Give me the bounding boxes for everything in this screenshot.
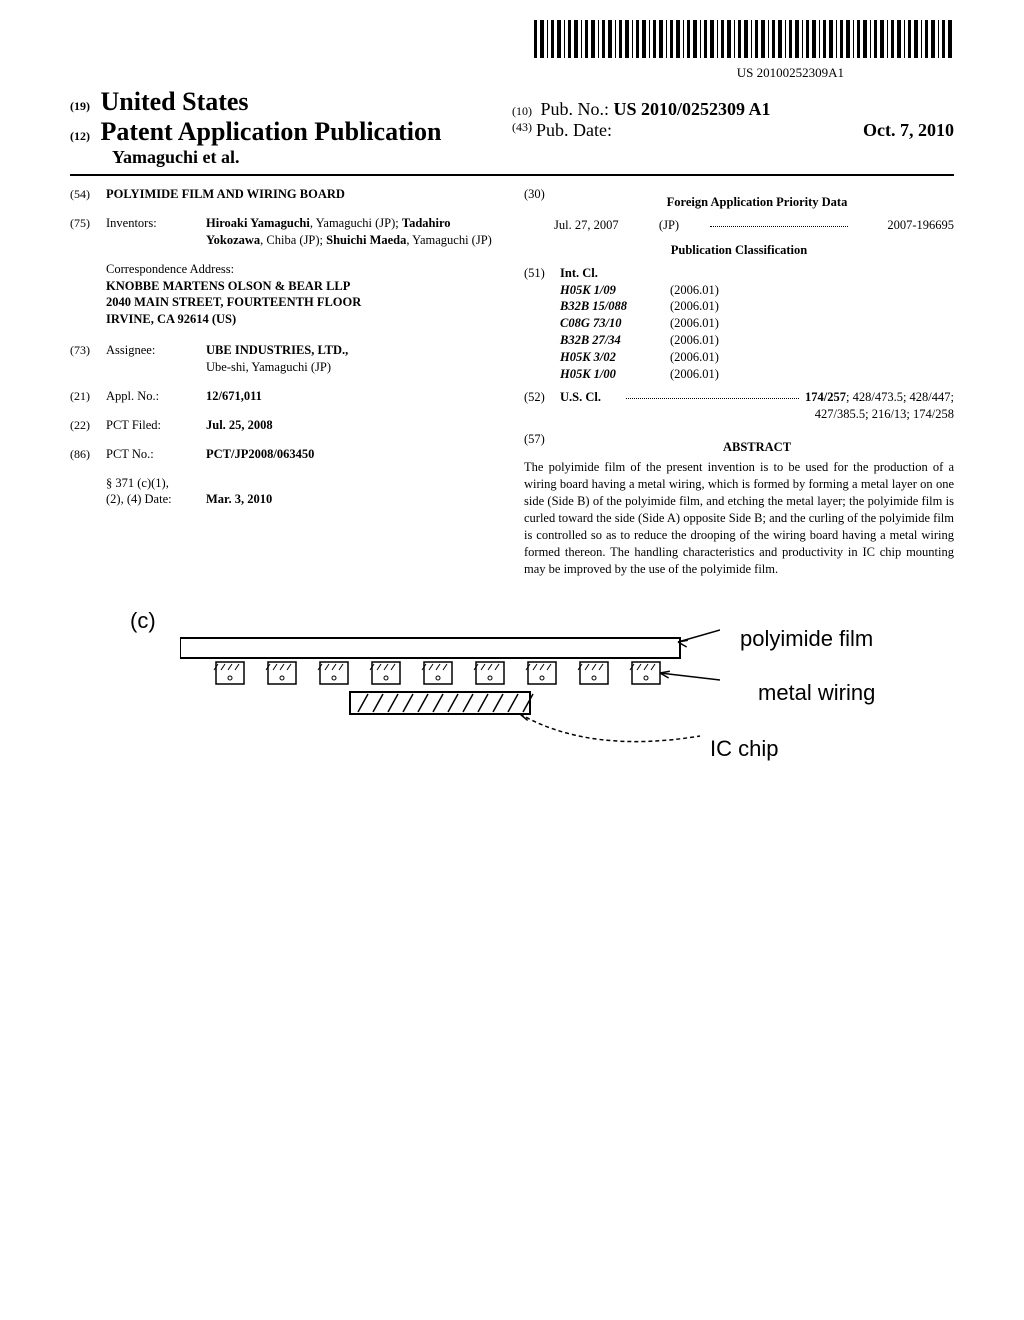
- assignee-label: Assignee:: [106, 342, 206, 376]
- assignee-rest: Ube-shi, Yamaguchi (JP): [206, 360, 331, 374]
- figure-svg: [180, 618, 720, 788]
- authors-line: Yamaguchi et al.: [70, 147, 512, 168]
- pubdate-num: (43): [512, 120, 532, 141]
- uscl-line2: 427/385.5; 216/13; 174/258: [524, 406, 954, 423]
- intcl-row: B32B 15/088(2006.01): [560, 298, 954, 315]
- foreign-date: Jul. 27, 2007: [524, 217, 634, 234]
- intcl-row: B32B 27/34(2006.01): [560, 332, 954, 349]
- s371-label-1: § 371 (c)(1),: [106, 475, 206, 492]
- pub-kind: Patent Application Publication: [101, 117, 442, 146]
- pctno-value: PCT/JP2008/063450: [206, 446, 500, 463]
- assignee-value: UBE INDUSTRIES, LTD., Ube-shi, Yamaguchi…: [206, 342, 500, 376]
- pubno-label: Pub. No.:: [541, 99, 610, 119]
- pctno-num: (86): [70, 446, 106, 463]
- correspondence-label: Correspondence Address:: [106, 261, 500, 278]
- country-num: (19): [70, 99, 90, 113]
- applno-label: Appl. No.:: [106, 388, 206, 405]
- intcl-row: C08G 73/10(2006.01): [560, 315, 954, 332]
- correspondence-line-2: 2040 MAIN STREET, FOURTEENTH FLOOR: [106, 294, 500, 311]
- pubdate-label: Pub. Date:: [536, 120, 612, 141]
- correspondence-block: Correspondence Address: KNOBBE MARTENS O…: [106, 261, 500, 329]
- correspondence-line-3: IRVINE, CA 92614 (US): [106, 311, 500, 328]
- uscl-label: U.S. Cl.: [560, 389, 620, 406]
- figure-annot-ic-chip: IC chip: [710, 736, 778, 762]
- abstract-heading: ABSTRACT: [560, 439, 954, 456]
- figure-annot-metal-wiring: metal wiring: [758, 680, 875, 706]
- inventors-num: (75): [70, 215, 106, 249]
- pubdate-value: Oct. 7, 2010: [863, 120, 954, 141]
- abstract-text: The polyimide film of the present invent…: [524, 459, 954, 577]
- uscl-bold: 174/257: [805, 390, 846, 404]
- country-name: United States: [101, 87, 249, 116]
- abstract-num: (57): [524, 431, 560, 460]
- s371-label-2: (2), (4) Date:: [106, 491, 206, 508]
- figure-annot-polyimide: polyimide film: [740, 626, 873, 652]
- title-num: (54): [70, 186, 106, 203]
- intcl-row: H05K 1/00(2006.01): [560, 366, 954, 383]
- figure: (c) polyimide film metal wiring IC chip: [70, 608, 954, 808]
- barcode-text: US 20100252309A1: [70, 65, 954, 81]
- pub-kind-num: (12): [70, 129, 90, 143]
- foreign-num: (30): [524, 186, 560, 217]
- header-block: (19) United States (12) Patent Applicati…: [70, 87, 954, 176]
- assignee-num: (73): [70, 342, 106, 376]
- uscl-num: (52): [524, 389, 560, 406]
- pctfiled-num: (22): [70, 417, 106, 434]
- pctno-label: PCT No.:: [106, 446, 206, 463]
- barcode: [70, 20, 954, 63]
- pubno-value: US 2010/0252309 A1: [614, 99, 771, 119]
- foreign-number: 2007-196695: [854, 217, 954, 234]
- assignee-bold: UBE INDUSTRIES, LTD.,: [206, 343, 348, 357]
- foreign-cc: (JP): [634, 217, 704, 234]
- intcl-table: H05K 1/09(2006.01)B32B 15/088(2006.01)C0…: [560, 282, 954, 383]
- foreign-heading: Foreign Application Priority Data: [560, 194, 954, 211]
- inventors-value: Hiroaki Yamaguchi, Yamaguchi (JP); Tadah…: [206, 215, 500, 249]
- uscl-value: 174/257; 428/473.5; 428/447;: [805, 389, 954, 406]
- correspondence-line-1: KNOBBE MARTENS OLSON & BEAR LLP: [106, 278, 500, 295]
- pubclass-heading: Publication Classification: [524, 242, 954, 259]
- pctfiled-label: PCT Filed:: [106, 417, 206, 434]
- intcl-num: (51): [524, 265, 560, 282]
- intcl-row: H05K 1/09(2006.01): [560, 282, 954, 299]
- pubno-num: (10): [512, 104, 532, 118]
- pctfiled-value: Jul. 25, 2008: [206, 417, 500, 434]
- intcl-label: Int. Cl.: [560, 265, 598, 282]
- s371-value: Mar. 3, 2010: [206, 491, 500, 508]
- applno-value: 12/671,011: [206, 388, 500, 405]
- uscl-rest: ; 428/473.5; 428/447;: [846, 390, 954, 404]
- inventors-label: Inventors:: [106, 215, 206, 249]
- figure-panel-label: (c): [130, 608, 156, 634]
- intcl-row: H05K 3/02(2006.01): [560, 349, 954, 366]
- applno-num: (21): [70, 388, 106, 405]
- foreign-row: Jul. 27, 2007 (JP) 2007-196695: [524, 217, 954, 234]
- title-text: POLYIMIDE FILM AND WIRING BOARD: [106, 186, 500, 203]
